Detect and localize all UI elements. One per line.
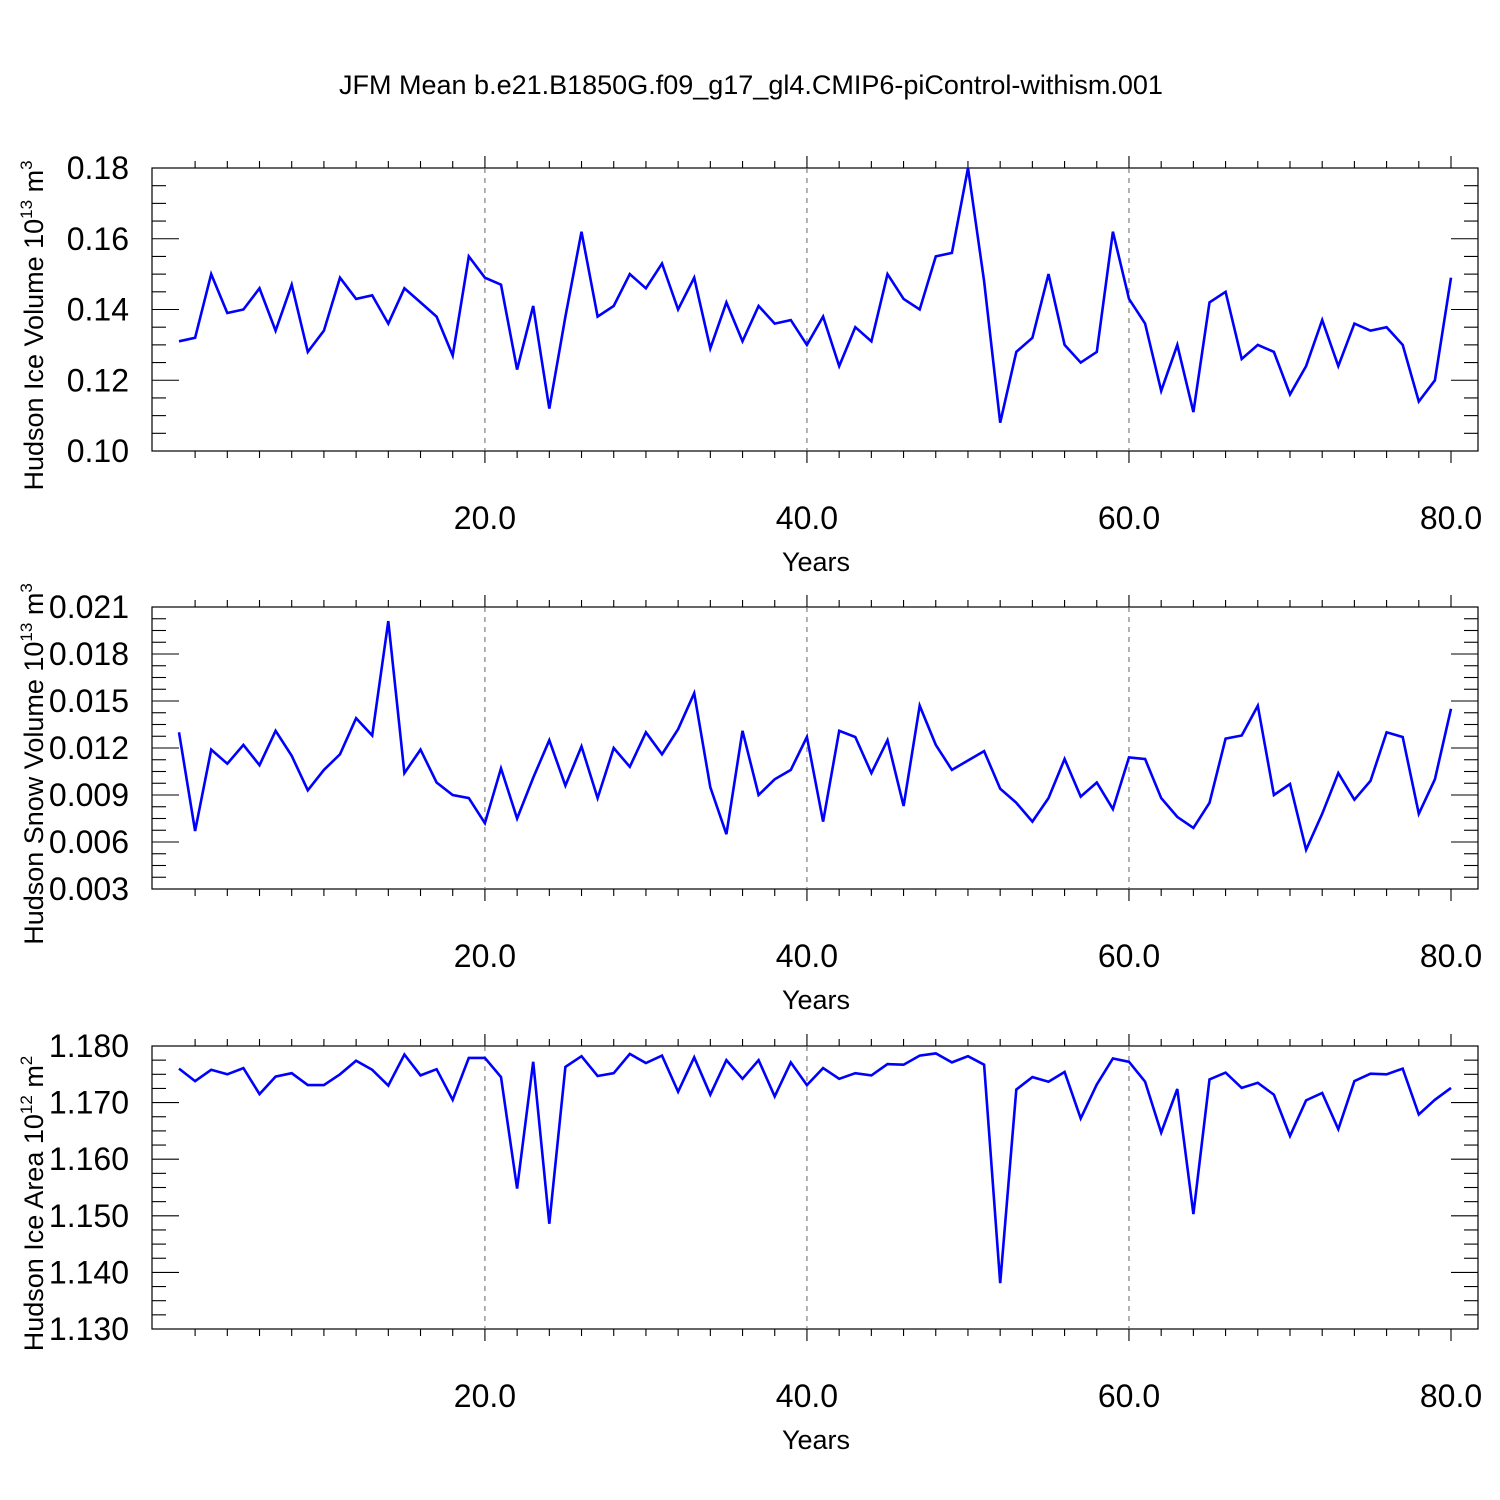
series-line: [177, 620, 1453, 854]
y-unit-tail: m: [19, 1065, 49, 1095]
y-tick-label: 1.150: [49, 1198, 129, 1234]
x-tick-label: 40.0: [776, 938, 838, 974]
plot-frame: [151, 606, 1479, 890]
y-unit-base: 10: [19, 219, 49, 249]
y-unit-tail-exponent: 2: [17, 1056, 36, 1065]
x-tick-label: 20.0: [454, 1378, 516, 1414]
y-unit-exponent: 13: [17, 623, 36, 642]
y-unit-base: 10: [19, 642, 49, 672]
x-tick-label: 60.0: [1098, 500, 1160, 536]
x-tick-label: 60.0: [1098, 938, 1160, 974]
x-tick-label: 80.0: [1420, 500, 1482, 536]
x-tick-label: 80.0: [1420, 1378, 1482, 1414]
x-axis-label: Years: [782, 547, 850, 577]
panel-3: 20.0 40.0 60.0 80.0 1.130 1.140 1.150 1.160 1.17…: [17, 1028, 1482, 1455]
y-unit-tail-exponent: 3: [17, 583, 36, 592]
y-unit-tail: m: [19, 593, 49, 623]
y-unit-tail-exponent: 3: [17, 160, 36, 169]
y-tick-label: 0.009: [49, 777, 129, 813]
chart-panels: 20.0 40.0 60.0 80.0 0.10 0.12 0.14 0.16 0.18 Year…: [17, 150, 1482, 1455]
y-axis-label-text: Hudson Snow Volume: [19, 672, 49, 945]
x-tick-label: 40.0: [776, 1378, 838, 1414]
x-tick-label: 80.0: [1420, 938, 1482, 974]
y-axis-label: Hudson Ice Area 1012 m2: [17, 1056, 49, 1352]
x-axis-label: Years: [782, 985, 850, 1015]
y-tick-label: 0.015: [49, 683, 129, 719]
series-line: [178, 167, 1453, 423]
y-unit-exponent: 13: [17, 200, 36, 219]
x-tick-label: 60.0: [1098, 1378, 1160, 1414]
y-tick-label: 0.12: [67, 362, 129, 398]
x-tick-label: 20.0: [454, 938, 516, 974]
y-tick-label: 0.10: [67, 433, 129, 469]
chart-title: JFM Mean b.e21.B1850G.f09_g17_gl4.CMIP6-…: [339, 70, 1163, 100]
y-tick-label: 0.012: [49, 730, 129, 766]
y-tick-label: 1.180: [49, 1028, 129, 1064]
y-axis-label: Hudson Ice Volume 1013 m3: [17, 160, 49, 490]
y-tick-label: 0.003: [49, 871, 129, 907]
y-unit-exponent: 12: [17, 1095, 36, 1114]
y-tick-label: 0.021: [49, 589, 129, 625]
y-axis-label-text: Hudson Ice Area: [19, 1144, 49, 1351]
x-tick-label: 20.0: [454, 500, 516, 536]
y-tick-label: 1.160: [49, 1141, 129, 1177]
y-tick-label: 0.14: [67, 292, 129, 328]
y-tick-label: 1.140: [49, 1254, 129, 1290]
y-tick-label: 0.18: [67, 150, 129, 186]
y-unit-tail: m: [19, 170, 49, 200]
y-tick-label: 0.018: [49, 636, 129, 672]
x-tick-label: 40.0: [776, 500, 838, 536]
y-tick-label: 1.170: [49, 1085, 129, 1121]
y-axis-label: Hudson Snow Volume 1013 m3: [17, 583, 49, 945]
y-unit-base: 10: [19, 1114, 49, 1144]
x-axis-label: Years: [782, 1425, 850, 1455]
plot-frame: [151, 167, 1479, 452]
panel-2: 20.0 40.0 60.0 80.0 0.003 0.006 0.009 0.012 0.01…: [17, 583, 1482, 1015]
y-tick-label: 0.006: [49, 824, 129, 860]
y-axis-label-text: Hudson Ice Volume: [19, 249, 49, 491]
series-line: [178, 1052, 1452, 1284]
plot-frame: [151, 1045, 1479, 1330]
y-tick-label: 1.130: [49, 1311, 129, 1347]
panel-1: 20.0 40.0 60.0 80.0 0.10 0.12 0.14 0.16 0.18 Year…: [17, 150, 1482, 577]
y-tick-label: 0.16: [67, 221, 129, 257]
